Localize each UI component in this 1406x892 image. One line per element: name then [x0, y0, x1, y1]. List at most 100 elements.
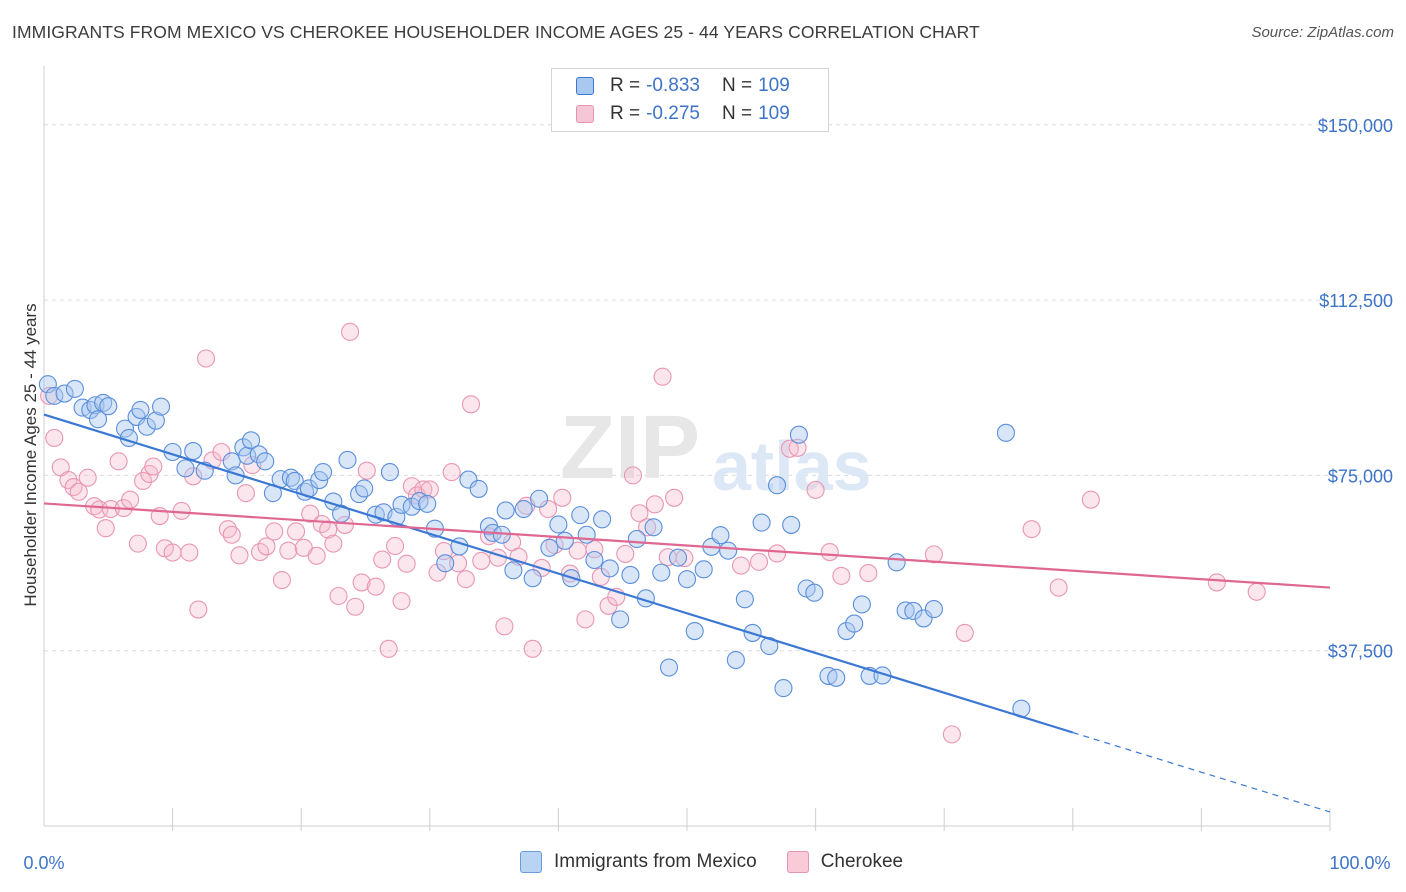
cherokee-point — [675, 549, 694, 568]
cherokee-trend-line — [43, 502, 1331, 589]
mexico-point — [549, 515, 568, 534]
cherokee-point — [749, 552, 769, 571]
mexico-point — [896, 601, 915, 620]
cherokee-point — [307, 546, 326, 565]
mexico-point — [65, 379, 84, 398]
mexico-point — [852, 595, 871, 614]
cherokee-point — [189, 600, 208, 619]
cherokee-point — [1022, 520, 1041, 539]
mexico-point — [621, 565, 640, 585]
mexico-point — [184, 442, 203, 461]
mexico-point — [131, 400, 150, 419]
cherokee-point — [616, 544, 635, 563]
cherokee-point — [1049, 578, 1068, 597]
mexico-point — [767, 476, 787, 495]
cherokee-point — [832, 566, 851, 585]
mexico-point — [789, 425, 808, 444]
cherokee-point — [420, 480, 439, 499]
cherokee-point — [128, 534, 147, 553]
mexico-point — [627, 529, 646, 549]
cherokee-point — [341, 322, 360, 341]
legend: R = -0.833 N = 109 R = -0.275 N = 109 — [551, 68, 829, 132]
cherokee-point — [638, 518, 657, 537]
mexico-point — [924, 600, 943, 619]
cherokee-point — [942, 725, 961, 744]
mexico-point — [241, 431, 261, 450]
mexico-point — [151, 397, 171, 416]
cherokee-point — [379, 639, 398, 658]
mexico-point — [593, 510, 612, 529]
mexico-point — [496, 501, 515, 520]
mexico-point — [782, 515, 801, 534]
mexico-point — [611, 610, 630, 629]
bottom-legend-mexico: Immigrants from Mexico — [520, 851, 757, 873]
bottom-legend: Immigrants from Mexico Cherokee — [520, 851, 933, 873]
legend-r-label: R = — [610, 75, 641, 96]
mexico-point — [659, 658, 679, 677]
mexico-point — [996, 423, 1015, 442]
cherokee-point — [301, 504, 320, 523]
x-tick-labels: 0.0% 100.0% — [23, 853, 1390, 873]
legend-n-label: N = — [721, 75, 753, 96]
mexico-point — [711, 526, 730, 545]
cherokee-point — [212, 442, 231, 462]
y-tick-labels: $37,500 $75,000 $112,500 $150,000 — [1318, 116, 1393, 662]
mexico-point — [418, 494, 437, 513]
mexico-point — [234, 438, 253, 457]
mexico-point — [652, 563, 671, 582]
bottom-legend-label-mexico: Immigrants from Mexico — [554, 851, 757, 872]
mexico-point — [585, 550, 604, 570]
mexico-point — [380, 463, 399, 482]
mexico-point — [805, 583, 824, 602]
mexico-point — [600, 559, 619, 578]
cherokee-point — [1081, 490, 1100, 509]
bottom-legend-label-cherokee: Cherokee — [820, 851, 904, 872]
cherokee-point — [623, 466, 643, 485]
mexico-point — [677, 570, 697, 589]
y-axis-label: Householder Income Ages 25 - 44 years — [21, 303, 40, 606]
cherokee-point — [163, 543, 182, 562]
cherokee-point — [366, 577, 385, 596]
legend-row-cherokee: R = -0.275 N = 109 — [576, 101, 790, 127]
cherokee-point — [1247, 582, 1266, 601]
cherokee-point — [272, 571, 291, 590]
source-label: Source: ZipAtlas.com — [1251, 24, 1394, 41]
cherokee-point — [472, 551, 491, 570]
mexico-point — [256, 452, 275, 471]
cherokee-point — [294, 538, 313, 557]
mexico-point — [459, 470, 478, 489]
x-tick-label: 0.0% — [23, 853, 64, 873]
mexico-point — [555, 531, 574, 550]
cherokee-point — [373, 550, 392, 569]
mexico-point — [436, 554, 455, 573]
cherokee-point — [352, 573, 371, 592]
mexico-point — [355, 479, 374, 498]
cherokee-point — [1207, 573, 1226, 592]
cherokee-point — [495, 617, 514, 636]
axes — [43, 66, 1331, 831]
legend-r-label: R = — [610, 103, 641, 124]
mexico-point — [115, 419, 135, 438]
cherokee-point — [731, 556, 751, 575]
bottom-legend-cherokee: Cherokee — [786, 851, 904, 873]
mexico-point — [735, 590, 754, 609]
cherokee-point — [653, 367, 672, 386]
y-tick-label: $150,000 — [1318, 116, 1393, 136]
mexico-point — [694, 560, 713, 579]
mexico-point — [55, 384, 74, 403]
mexico-point — [685, 622, 704, 641]
chart-title: IMMIGRANTS FROM MEXICO VS CHEROKEE HOUSE… — [12, 22, 980, 42]
mexico-point — [819, 666, 838, 685]
cherokee-point — [222, 525, 241, 544]
mexico-point — [668, 548, 688, 567]
bottom-legend-swatch-pink — [786, 851, 809, 873]
cherokee-point — [121, 490, 140, 509]
cherokee-point — [69, 482, 88, 501]
y-tick-label: $37,500 — [1328, 642, 1393, 662]
cherokee-point — [386, 536, 405, 556]
mexico-point — [887, 553, 906, 572]
mexico-points — [38, 375, 1031, 718]
gridlines — [44, 124, 1395, 652]
cherokee-point — [780, 439, 799, 458]
